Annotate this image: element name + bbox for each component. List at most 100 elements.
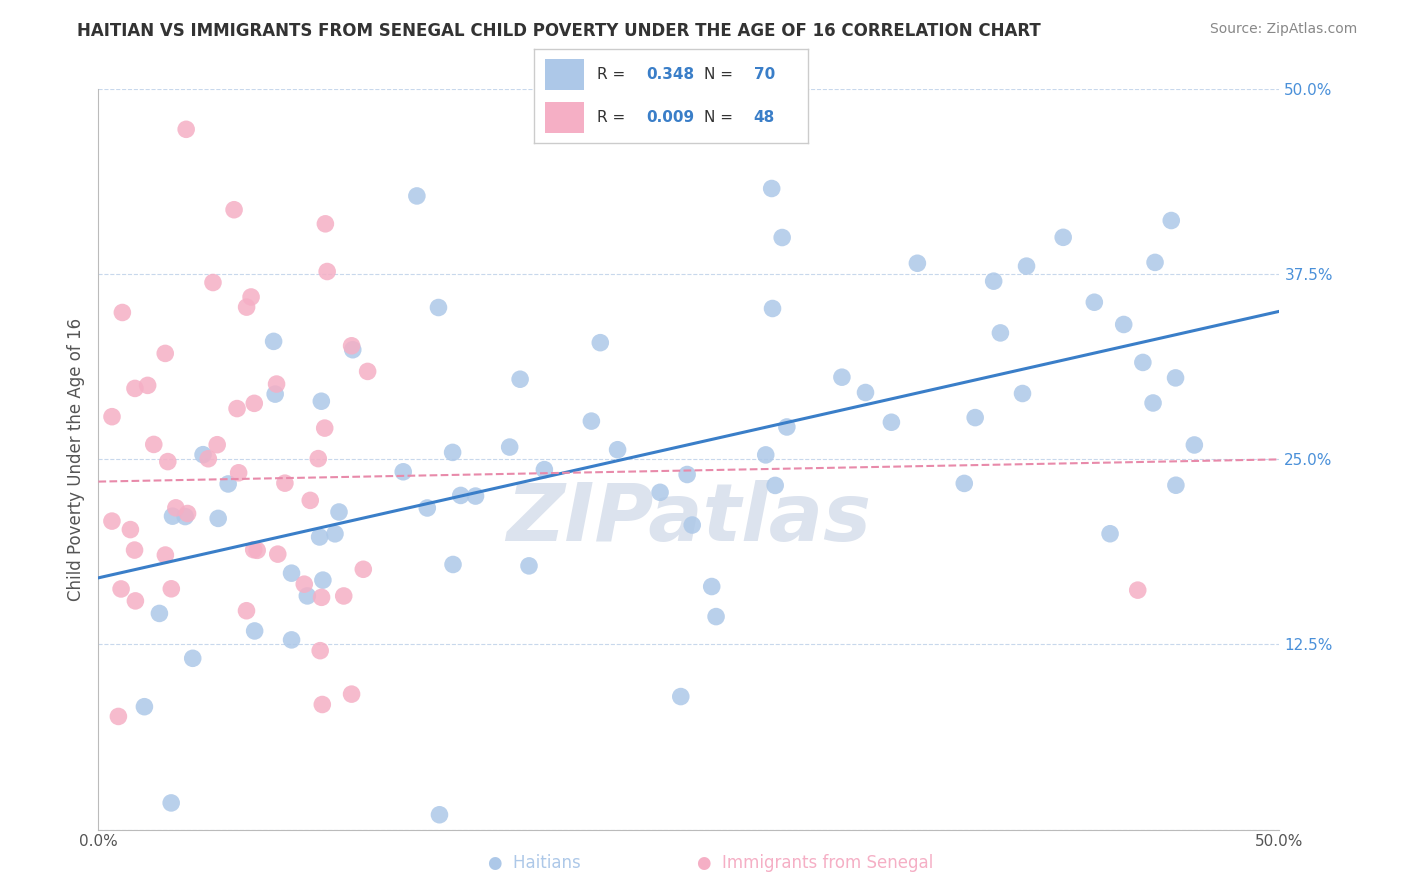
Point	[1052, 230, 1074, 244]
Point	[142, 437, 165, 451]
Point	[235, 300, 257, 314]
Point	[450, 488, 472, 502]
Point	[905, 256, 928, 270]
Point	[1160, 213, 1182, 227]
Point	[243, 624, 266, 638]
Point	[581, 414, 603, 428]
Point	[201, 276, 224, 290]
Point	[160, 582, 183, 596]
Point	[297, 589, 319, 603]
Point	[704, 609, 727, 624]
Point	[441, 445, 464, 459]
Point	[217, 477, 239, 491]
Text: N =: N =	[704, 111, 734, 126]
Point	[263, 334, 285, 349]
Point	[669, 690, 692, 704]
Point	[340, 339, 363, 353]
Text: ●  Immigrants from Senegal: ● Immigrants from Senegal	[697, 855, 934, 872]
Point	[124, 381, 146, 395]
Point	[1083, 295, 1105, 310]
Point	[1164, 478, 1187, 492]
Point	[107, 709, 129, 723]
Text: N =: N =	[704, 67, 734, 82]
Text: Source: ZipAtlas.com: Source: ZipAtlas.com	[1209, 22, 1357, 37]
Point	[648, 485, 671, 500]
Point	[831, 370, 853, 384]
Point	[1011, 386, 1033, 401]
Point	[174, 122, 197, 136]
Point	[606, 442, 628, 457]
Point	[228, 466, 250, 480]
Text: 0.009: 0.009	[647, 111, 695, 126]
Point	[264, 387, 287, 401]
Y-axis label: Child Poverty Under the Age of 16: Child Poverty Under the Age of 16	[66, 318, 84, 601]
Point	[307, 451, 329, 466]
Point	[1126, 583, 1149, 598]
Point	[155, 346, 177, 360]
Point	[311, 394, 333, 409]
Point	[240, 290, 263, 304]
Point	[990, 326, 1012, 340]
Text: ●  Haitians: ● Haitians	[488, 855, 581, 872]
Point	[392, 465, 415, 479]
Point	[101, 409, 124, 424]
Point	[776, 420, 799, 434]
Point	[246, 543, 269, 558]
Point	[266, 377, 288, 392]
Point	[314, 421, 336, 435]
Point	[533, 462, 555, 476]
Point	[328, 505, 350, 519]
Point	[136, 378, 159, 392]
Point	[165, 500, 187, 515]
Text: R =: R =	[598, 111, 630, 126]
Text: HAITIAN VS IMMIGRANTS FROM SENEGAL CHILD POVERTY UNDER THE AGE OF 16 CORRELATION: HAITIAN VS IMMIGRANTS FROM SENEGAL CHILD…	[77, 22, 1040, 40]
Point	[1144, 255, 1167, 269]
Text: 48: 48	[754, 111, 775, 126]
Point	[197, 451, 219, 466]
Point	[148, 607, 170, 621]
Point	[405, 189, 427, 203]
Point	[312, 573, 335, 587]
Point	[1015, 259, 1038, 273]
Point	[280, 632, 302, 647]
Point	[308, 530, 330, 544]
Point	[755, 448, 778, 462]
Point	[1164, 371, 1187, 385]
FancyBboxPatch shape	[546, 60, 583, 90]
Point	[311, 698, 333, 712]
Point	[242, 542, 264, 557]
Point	[983, 274, 1005, 288]
Point	[323, 526, 346, 541]
Point	[676, 467, 699, 482]
Point	[340, 687, 363, 701]
Point	[356, 364, 378, 378]
Point	[124, 594, 146, 608]
Point	[427, 301, 450, 315]
Point	[1182, 438, 1205, 452]
Point	[761, 181, 783, 195]
Point	[156, 454, 179, 468]
Point	[226, 401, 249, 416]
Point	[429, 807, 451, 822]
Point	[181, 651, 204, 665]
Point	[309, 643, 332, 657]
Point	[174, 509, 197, 524]
Point	[292, 577, 315, 591]
Point	[700, 580, 723, 594]
Point	[314, 217, 336, 231]
Point	[191, 448, 214, 462]
Point	[1099, 526, 1122, 541]
Point	[274, 476, 297, 491]
Point	[243, 396, 266, 410]
Point	[761, 301, 783, 316]
Point	[267, 547, 290, 561]
Point	[880, 415, 903, 429]
Point	[101, 514, 124, 528]
Point	[299, 493, 322, 508]
Point	[332, 589, 354, 603]
Point	[1112, 318, 1135, 332]
Text: ZIPatlas: ZIPatlas	[506, 480, 872, 558]
Point	[111, 305, 134, 319]
Point	[498, 440, 520, 454]
Point	[162, 509, 184, 524]
